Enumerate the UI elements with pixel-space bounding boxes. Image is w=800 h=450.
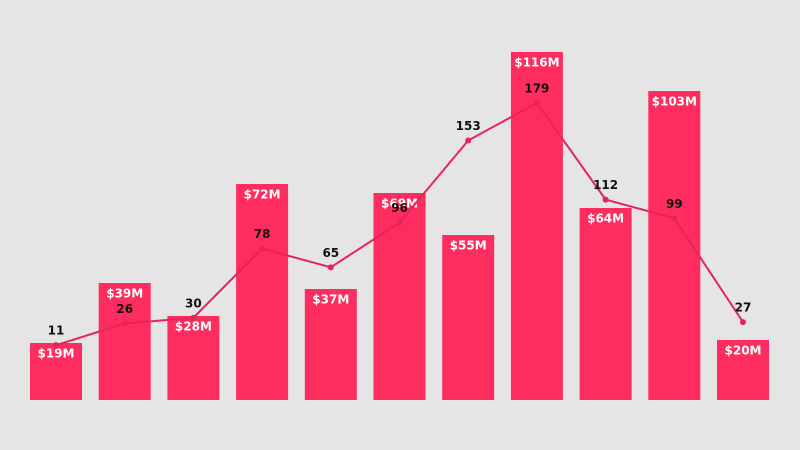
bar-value-label: $116M — [514, 56, 559, 70]
bar — [510, 52, 563, 400]
line-point — [327, 264, 334, 271]
line-value-label: 78 — [254, 227, 271, 241]
line-value-label: 27 — [735, 301, 752, 315]
bar-value-label: $103M — [652, 95, 697, 109]
line-value-label: 11 — [48, 324, 65, 338]
bar — [236, 184, 289, 400]
line-point — [465, 137, 472, 144]
line-point — [602, 196, 609, 203]
bar-value-label: $72M — [244, 188, 281, 202]
bar — [717, 340, 769, 400]
bar — [167, 316, 220, 400]
bar-value-label: $28M — [175, 320, 212, 334]
bar — [304, 289, 357, 400]
line-value-label: 99 — [666, 197, 683, 211]
line-value-label: 153 — [456, 119, 481, 133]
line-point — [396, 219, 403, 226]
line-value-label: 30 — [185, 296, 202, 310]
line-point — [53, 342, 59, 349]
line-point — [740, 319, 746, 326]
bar — [442, 235, 495, 400]
bar-value-label: $39M — [106, 287, 143, 301]
line-value-label: 26 — [116, 302, 133, 316]
line-point — [533, 100, 540, 106]
bar-value-label: $69M — [381, 197, 418, 211]
line-value-label: 179 — [524, 82, 549, 96]
bar — [373, 193, 426, 400]
line-point — [671, 215, 678, 222]
bar-value-label: $64M — [587, 212, 624, 226]
line-point — [190, 314, 197, 321]
line-value-label: 65 — [322, 246, 339, 260]
bar — [98, 283, 151, 400]
bar — [30, 343, 82, 400]
line-point — [259, 245, 266, 252]
bar-value-label: $37M — [312, 293, 349, 307]
line-value-label: 112 — [593, 178, 618, 192]
bar-value-label: $20M — [725, 344, 762, 358]
bar — [579, 208, 632, 400]
line-value-label: 96 — [391, 201, 408, 215]
bar-value-label: $19M — [38, 347, 75, 361]
line-point — [121, 320, 128, 327]
bar-value-label: $55M — [450, 239, 487, 253]
